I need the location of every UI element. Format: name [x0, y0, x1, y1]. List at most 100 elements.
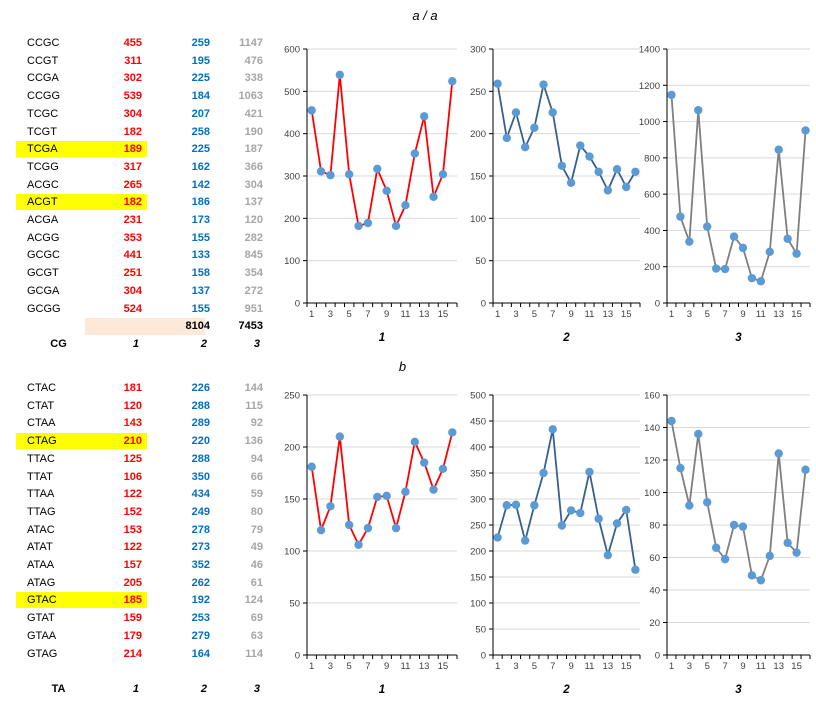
col2-value[interactable]: 279 [191, 629, 210, 642]
col3-value[interactable]: 282 [244, 231, 263, 244]
col2-value[interactable]: 162 [191, 160, 210, 173]
tetra-label[interactable]: TCGA [27, 143, 58, 156]
col2-value[interactable]: 278 [191, 523, 210, 536]
col2-value[interactable]: 155 [191, 302, 210, 315]
col3-value[interactable]: 69 [250, 612, 263, 625]
col2-value[interactable]: 192 [191, 594, 210, 607]
col2-value[interactable]: 164 [191, 647, 210, 660]
col1-value[interactable]: 182 [123, 125, 142, 138]
col1-value[interactable]: 125 [123, 452, 142, 465]
col2-value[interactable]: 288 [191, 399, 210, 412]
col3-value[interactable]: 137 [244, 196, 263, 209]
col2-value[interactable]: 249 [191, 505, 210, 518]
col1-value[interactable]: 231 [123, 214, 142, 226]
tetra-label[interactable]: ATAG [27, 576, 56, 589]
col3-value[interactable]: 63 [250, 629, 263, 642]
col3-value[interactable]: 114 [245, 647, 263, 660]
tetra-label[interactable]: CCGC [27, 37, 60, 49]
col3-value[interactable]: 845 [244, 249, 263, 262]
col1-value[interactable]: 153 [123, 523, 142, 536]
col2-value[interactable]: 273 [191, 541, 210, 554]
tetra-label[interactable]: CCGG [27, 90, 60, 103]
total-col2[interactable]: 8104 [185, 320, 210, 333]
col1-value[interactable]: 143 [123, 417, 142, 430]
col3-value[interactable]: 61 [250, 576, 263, 589]
col2-value[interactable]: 258 [191, 125, 210, 138]
col1-value[interactable]: 120 [123, 399, 142, 412]
col2-value[interactable]: 350 [191, 470, 210, 483]
tetra-label[interactable]: ATAT [27, 541, 53, 554]
col3-value[interactable]: 94 [250, 452, 263, 465]
col1-value[interactable]: 539 [123, 90, 142, 103]
col2-value[interactable]: 253 [191, 612, 210, 625]
col1-value[interactable]: 311 [124, 54, 142, 67]
col2-value[interactable]: 288 [191, 452, 210, 465]
col3-value[interactable]: 120 [244, 214, 263, 226]
col3-value[interactable]: 338 [244, 72, 263, 85]
tetra-label[interactable]: GTAC [27, 594, 57, 607]
col3-value[interactable]: 951 [244, 302, 263, 315]
col1-value[interactable]: 157 [123, 559, 142, 571]
col1-value[interactable]: 181 [123, 382, 142, 394]
tetra-label[interactable]: CTAA [27, 417, 56, 430]
tetra-label[interactable]: GCGA [27, 284, 60, 297]
col3-value[interactable]: 354 [244, 267, 263, 280]
col3-value[interactable]: 272 [244, 284, 263, 297]
col1-value[interactable]: 214 [123, 647, 142, 660]
col1-value[interactable]: 265 [123, 178, 142, 191]
col1-value[interactable]: 524 [123, 302, 142, 315]
col2-value[interactable]: 225 [191, 72, 210, 85]
col1-value[interactable]: 304 [123, 107, 142, 120]
col1-value[interactable]: 159 [123, 612, 142, 625]
col1-value[interactable]: 302 [123, 72, 142, 85]
col2-value[interactable]: 155 [191, 231, 210, 244]
tetra-label[interactable]: TTAA [27, 488, 55, 501]
col3-value[interactable]: 1147 [239, 37, 263, 49]
tetra-label[interactable]: CTAT [27, 399, 55, 412]
col2-value[interactable]: 184 [191, 90, 210, 103]
col3-value[interactable]: 46 [250, 559, 263, 571]
tetra-label[interactable]: TCGT [27, 125, 57, 138]
tetra-label[interactable]: CTAG [27, 435, 57, 448]
tetra-label[interactable]: TCGC [27, 107, 59, 120]
col1-value[interactable]: 122 [123, 488, 142, 501]
col2-value[interactable]: 262 [191, 576, 210, 589]
col2-value[interactable]: 195 [191, 54, 210, 67]
col2-value[interactable]: 137 [191, 284, 210, 297]
col2-value[interactable]: 186 [191, 196, 210, 209]
tetra-label[interactable]: ACGG [27, 231, 60, 244]
col1-value[interactable]: 122 [123, 541, 142, 554]
tetra-label[interactable]: GCGC [27, 249, 60, 262]
col2-value[interactable]: 207 [191, 107, 210, 120]
col2-value[interactable]: 434 [191, 488, 210, 501]
total-col3[interactable]: 7453 [238, 320, 263, 333]
col3-value[interactable]: 421 [244, 107, 263, 120]
col3-value[interactable]: 79 [250, 523, 263, 536]
col2-value[interactable]: 289 [191, 417, 210, 430]
col3-value[interactable]: 124 [244, 594, 263, 607]
tetra-label[interactable]: GTAG [27, 647, 58, 660]
col1-value[interactable]: 210 [123, 435, 142, 448]
col1-value[interactable]: 304 [123, 284, 142, 297]
tetra-label[interactable]: TTAG [27, 505, 56, 518]
col3-value[interactable]: 80 [250, 505, 263, 518]
col1-value[interactable]: 185 [123, 594, 142, 607]
col1-value[interactable]: 182 [123, 196, 142, 209]
col1-value[interactable]: 152 [123, 505, 142, 518]
tetra-label[interactable]: ATAC [27, 523, 55, 536]
col1-value[interactable]: 317 [123, 160, 142, 173]
col2-value[interactable]: 173 [191, 214, 210, 226]
tetra-label[interactable]: CCGT [27, 54, 59, 67]
tetra-label[interactable]: ATAA [27, 559, 55, 571]
col3-value[interactable]: 187 [244, 143, 263, 156]
tetra-label[interactable]: ACGA [27, 214, 59, 226]
col2-value[interactable]: 220 [191, 435, 210, 448]
col3-value[interactable]: 190 [244, 125, 263, 138]
col2-value[interactable]: 225 [191, 143, 210, 156]
col3-value[interactable]: 49 [250, 541, 263, 554]
col1-value[interactable]: 106 [123, 470, 142, 483]
col1-value[interactable]: 251 [123, 267, 142, 280]
col1-value[interactable]: 189 [123, 143, 142, 156]
col3-value[interactable]: 115 [245, 399, 263, 412]
tetra-label[interactable]: TTAC [27, 452, 55, 465]
